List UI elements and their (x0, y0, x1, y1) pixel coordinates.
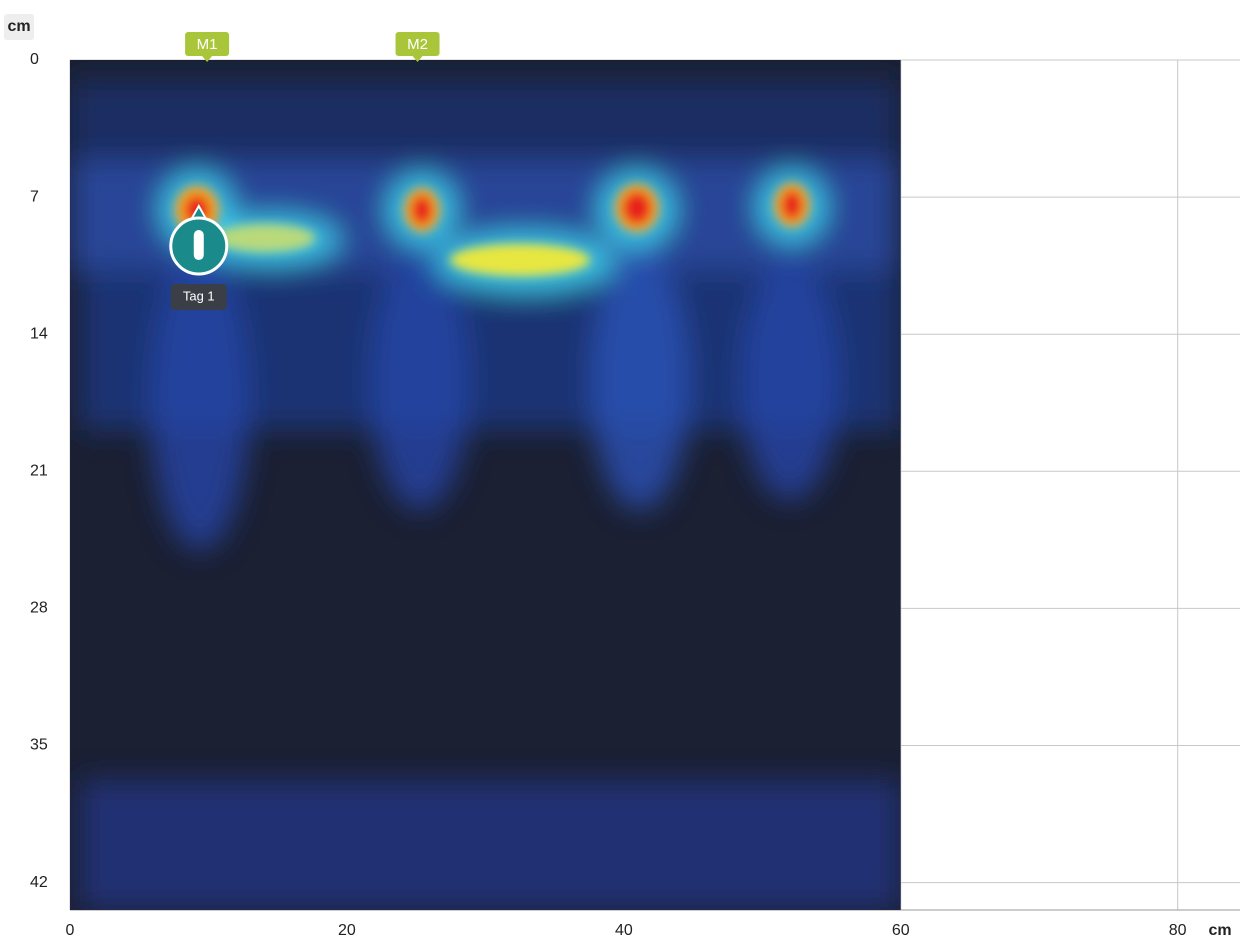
y-tick-label: 7 (30, 188, 39, 205)
y-tick-label: 28 (30, 600, 48, 617)
marker[interactable]: M2 (396, 32, 440, 62)
tag-glyph (194, 230, 204, 260)
y-tick-label: 42 (30, 874, 48, 891)
marker[interactable]: M1 (185, 32, 229, 62)
marker-label: M1 (197, 36, 218, 53)
scan-image (70, 60, 901, 910)
tag-label: Tag 1 (183, 288, 215, 303)
y-tick-label: 21 (30, 463, 48, 480)
y-tick-label: 35 (30, 737, 48, 754)
x-tick-label: 20 (338, 922, 356, 939)
y-tick-label: 14 (30, 325, 48, 342)
x-tick-label: 0 (66, 922, 75, 939)
scan-view: cm cm 0 7 14 21 28 35 42 0 20 40 60 80 (0, 0, 1249, 946)
x-tick-label: 40 (615, 922, 633, 939)
marker-label: M2 (407, 36, 428, 53)
x-unit: cm (1208, 922, 1231, 939)
x-tick-label: 60 (892, 922, 910, 939)
x-tick-label: 80 (1169, 922, 1187, 939)
y-tick-label: 0 (30, 51, 39, 68)
y-unit: cm (7, 18, 30, 35)
page: {"x_axis": {"unit": "cm", "lim": [0, 84.… (0, 0, 1249, 946)
